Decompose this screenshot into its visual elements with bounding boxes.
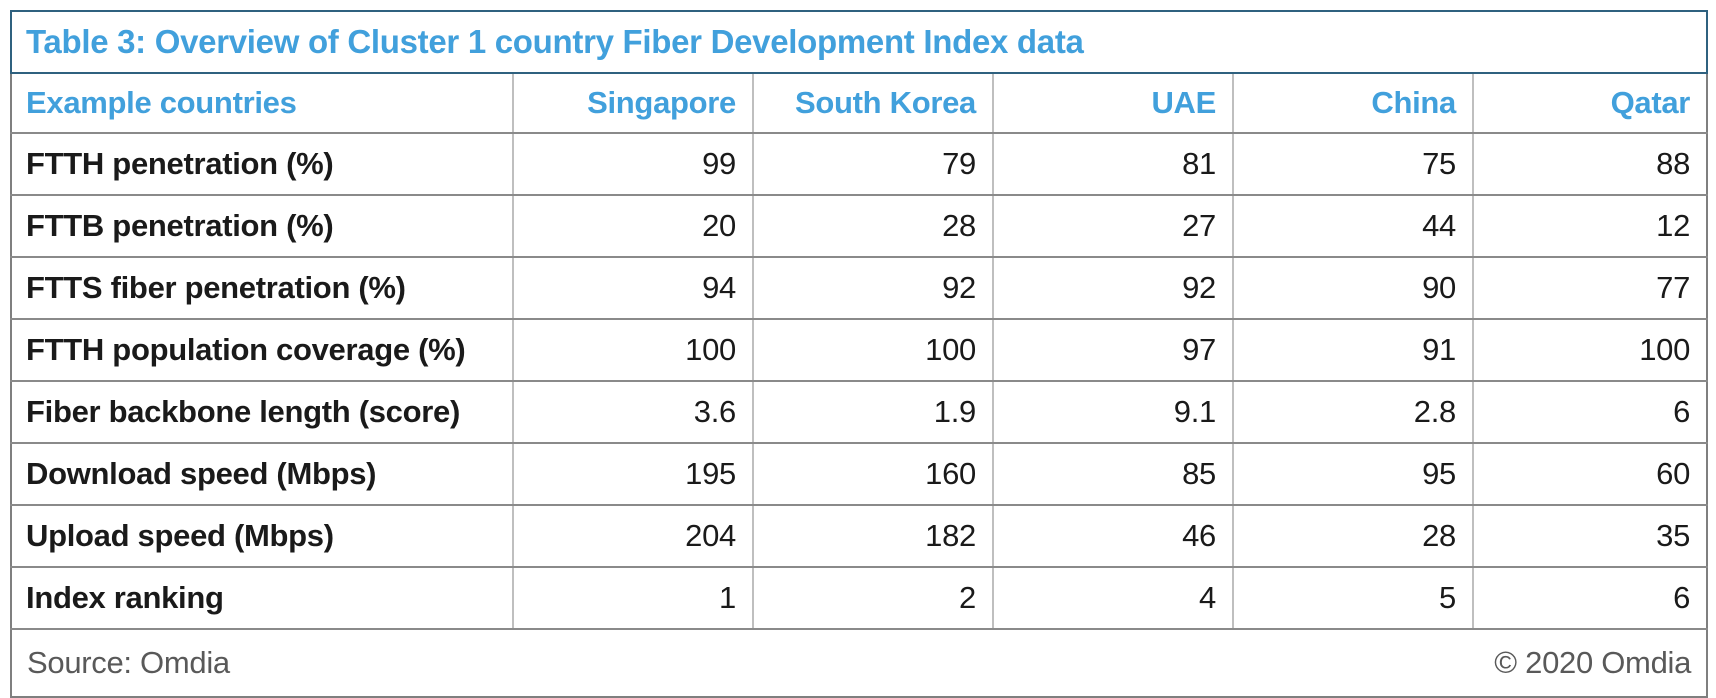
cell-value: 100 (1471, 319, 1708, 382)
table-row-upload-speed: Upload speed (Mbps) 204 182 46 28 35 (11, 505, 1708, 568)
row-label: FTTS fiber penetration (%) (11, 257, 513, 320)
table-row-fiber-backbone-length: Fiber backbone length (score) 3.6 1.9 9.… (11, 381, 1708, 444)
cell-value: 91 (1232, 319, 1473, 382)
cell-value: 100 (752, 319, 993, 382)
row-label: FTTH population coverage (%) (11, 319, 513, 382)
cell-value: 20 (512, 195, 753, 258)
column-header-qatar: Qatar (1471, 73, 1708, 134)
cell-value: 90 (1232, 257, 1473, 320)
table-row-fttb-penetration: FTTB penetration (%) 20 28 27 44 12 (11, 195, 1708, 258)
table-footer: Source: Omdia © 2020 Omdia (11, 629, 1708, 697)
cell-value: 1 (512, 567, 753, 630)
column-header-china: China (1232, 73, 1473, 134)
cell-value: 6 (1471, 381, 1708, 444)
column-header-singapore: Singapore (512, 73, 753, 134)
cell-value: 35 (1471, 505, 1708, 568)
column-header-example-countries: Example countries (11, 73, 513, 134)
table-row-ftth-penetration: FTTH penetration (%) 99 79 81 75 88 (11, 133, 1708, 196)
column-header-south-korea: South Korea (752, 73, 993, 134)
cell-value: 46 (992, 505, 1233, 568)
source-note: Source: Omdia (27, 645, 230, 680)
cell-value: 75 (1232, 133, 1473, 196)
cell-value: 97 (992, 319, 1233, 382)
header-row: Example countries Singapore South Korea … (11, 73, 1708, 134)
cell-value: 100 (512, 319, 753, 382)
column-header-uae: UAE (992, 73, 1233, 134)
cell-value: 27 (992, 195, 1233, 258)
cell-value: 92 (752, 257, 993, 320)
table-row-ftts-fiber-penetration: FTTS fiber penetration (%) 94 92 92 90 7… (11, 257, 1708, 320)
row-label: Upload speed (Mbps) (11, 505, 513, 568)
cell-value: 2.8 (1232, 381, 1473, 444)
cell-value: 12 (1471, 195, 1708, 258)
row-label: Index ranking (11, 567, 513, 630)
cell-value: 204 (512, 505, 753, 568)
cell-value: 88 (1471, 133, 1708, 196)
cell-value: 4 (992, 567, 1233, 630)
cell-value: 3.6 (512, 381, 753, 444)
cell-value: 44 (1232, 195, 1473, 258)
row-label: Download speed (Mbps) (11, 443, 513, 506)
table-title: Table 3: Overview of Cluster 1 country F… (9, 10, 1709, 74)
cell-value: 99 (512, 133, 753, 196)
cell-value: 6 (1471, 567, 1708, 630)
table-row-ftth-population-coverage: FTTH population coverage (%) 100 100 97 … (11, 319, 1708, 382)
title-row: Table 3: Overview of Cluster 1 country F… (9, 10, 1709, 74)
table-row-index-ranking: Index ranking 1 2 4 5 6 (11, 567, 1708, 630)
cell-value: 85 (992, 443, 1233, 506)
row-label: FTTB penetration (%) (11, 195, 513, 258)
row-label: Fiber backbone length (score) (11, 381, 513, 444)
cell-value: 2 (752, 567, 993, 630)
fiber-development-index-table: Table 3: Overview of Cluster 1 country F… (9, 10, 1709, 698)
copyright-note: © 2020 Omdia (1494, 645, 1692, 680)
cell-value: 92 (992, 257, 1233, 320)
cell-value: 182 (752, 505, 993, 568)
cell-value: 195 (512, 443, 753, 506)
cell-value: 9.1 (992, 381, 1233, 444)
cell-value: 160 (752, 443, 993, 506)
cell-value: 28 (752, 195, 993, 258)
cell-value: 95 (1232, 443, 1473, 506)
cell-value: 94 (512, 257, 753, 320)
cell-value: 60 (1471, 443, 1708, 506)
cell-value: 1.9 (752, 381, 993, 444)
cell-value: 79 (752, 133, 993, 196)
footer-content: Source: Omdia © 2020 Omdia (13, 645, 1705, 681)
cell-value: 81 (992, 133, 1233, 196)
row-label: FTTH penetration (%) (11, 133, 513, 196)
cell-value: 77 (1471, 257, 1708, 320)
table-row-download-speed: Download speed (Mbps) 195 160 85 95 60 (11, 443, 1708, 506)
cell-value: 5 (1232, 567, 1473, 630)
cell-value: 28 (1232, 505, 1473, 568)
